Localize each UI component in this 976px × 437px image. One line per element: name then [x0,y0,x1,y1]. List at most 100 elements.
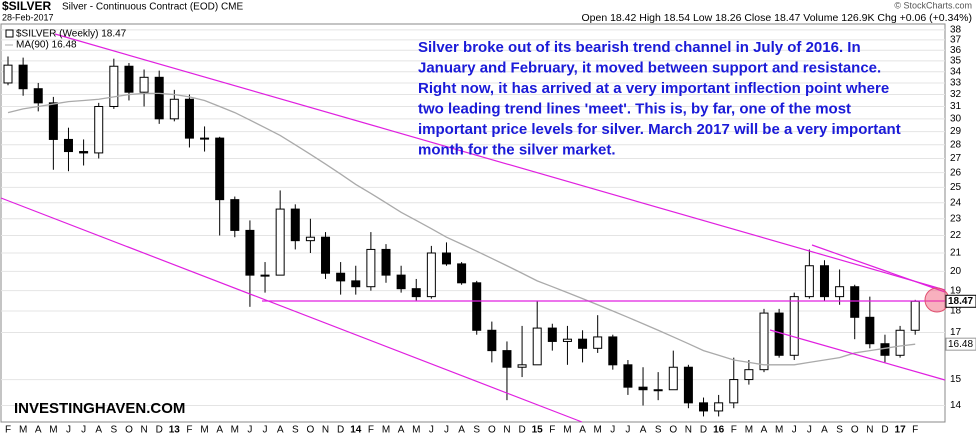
candle-body [699,402,709,412]
candle-body [305,236,315,242]
trend-line [769,329,946,381]
x-tick-label: N [685,425,692,436]
x-tick-label: 17 [895,425,907,436]
x-tick-label: J [792,425,797,436]
ma-tag: 16.48 [948,339,973,350]
candle-body [200,137,210,140]
candle-body [3,64,13,84]
grid [1,29,945,407]
x-tick-label: M [412,425,420,436]
x-tick-label: A [821,425,828,436]
candle-body [154,76,164,120]
candle-body [895,329,905,356]
subtitle: Silver - Continuous Contract (EOD) CME [62,2,243,13]
candle-body [109,65,119,107]
candle-body [850,286,860,318]
x-tick-label: S [473,425,480,436]
candle-body [668,366,678,391]
annotation-line: two leading trend lines 'meet'. This is,… [418,100,851,117]
annotation-line: January and February, it moved between s… [418,59,881,76]
trend-line [811,244,946,293]
candle-body [351,280,361,288]
y-tick-label: 15 [950,374,962,385]
candle-body [33,88,43,104]
y-tick-label: 26 [950,167,962,178]
candle-body [835,286,845,298]
price-tag: 18.47 [948,296,973,307]
watermark: INVESTINGHAVEN.COM [14,400,185,417]
x-tick-label: M [745,425,753,436]
candle-body [441,252,451,265]
x-tick-label: N [140,425,147,436]
y-tick-label: 29 [950,126,962,137]
x-tick-label: A [95,425,102,436]
candle-body [472,282,482,331]
trend-line [54,33,946,291]
candle-body [880,343,890,356]
x-tick-label: S [111,425,118,436]
x-tick-label: A [579,425,586,436]
candle-body [517,364,527,368]
candle-body [260,274,270,277]
x-tick-label: D [518,425,525,436]
candle-body [381,248,391,276]
x-tick-label: M [19,425,27,436]
y-tick-label: 17 [950,327,962,338]
x-tick-label: A [398,425,405,436]
quote: Open 18.42 High 18.54 Low 18.26 Close 18… [581,12,972,24]
annotation: Silver broke out of its bearish trend ch… [418,39,901,159]
candle-body [63,138,73,153]
x-tick-label: S [655,425,662,436]
x-tick-label: D [881,425,888,436]
x-tick-label: O [669,425,677,436]
x-tick-label: N [503,425,510,436]
x-tick-label: A [277,425,284,436]
y-tick-label: 38 [950,25,962,36]
x-tick-label: O [307,425,315,436]
candle-body [411,288,421,298]
y-tick-label: 21 [950,248,962,259]
candle-body [638,386,648,391]
y-tick-label: 30 [950,113,962,124]
y-tick-label: 33 [950,78,962,89]
y-tick-label: 37 [950,35,962,46]
x-tick-label: A [761,425,768,436]
x-tick-label: M [200,425,208,436]
candle-body [623,364,633,388]
candle-body [336,272,346,282]
candle-body [487,329,497,352]
candle-body [275,208,285,276]
x-tick-label: A [640,425,647,436]
candle-body [789,296,799,356]
trend-line [0,197,583,423]
y-tick-label: 18 [950,306,962,317]
x-tick-label: J [81,425,86,436]
candle-body [426,252,436,298]
candle-body [865,316,875,345]
x-tick-label: F [912,425,918,436]
candle-body [290,208,300,242]
x-tick-label: J [625,425,630,436]
y-tick-label: 19 [950,285,962,296]
y-tick-label: 20 [950,266,962,277]
legend-entry: MA(90) 16.48 [16,40,77,51]
candle-body [759,312,769,371]
x-tick-label: M [382,425,390,436]
x-tick-label: 15 [532,425,544,436]
x-tick-label: J [444,425,449,436]
x-tick-label: M [49,425,57,436]
x-tick-label: F [549,425,555,436]
symbol: $SILVER [2,0,51,13]
y-tick-label: 14 [950,400,962,411]
candle-body [593,336,603,349]
ma-line [7,92,916,366]
x-tick-label: M [563,425,571,436]
candle-body [230,199,240,231]
candle-body [18,64,28,90]
legend-entry: $SILVER (Weekly) 18.47 [16,29,127,40]
candle-body [366,248,376,288]
x-tick-label: F [5,425,11,436]
x-tick-label: D [700,425,707,436]
candle-body [169,98,179,120]
annotation-line: important price levels for silver. March… [418,121,901,138]
